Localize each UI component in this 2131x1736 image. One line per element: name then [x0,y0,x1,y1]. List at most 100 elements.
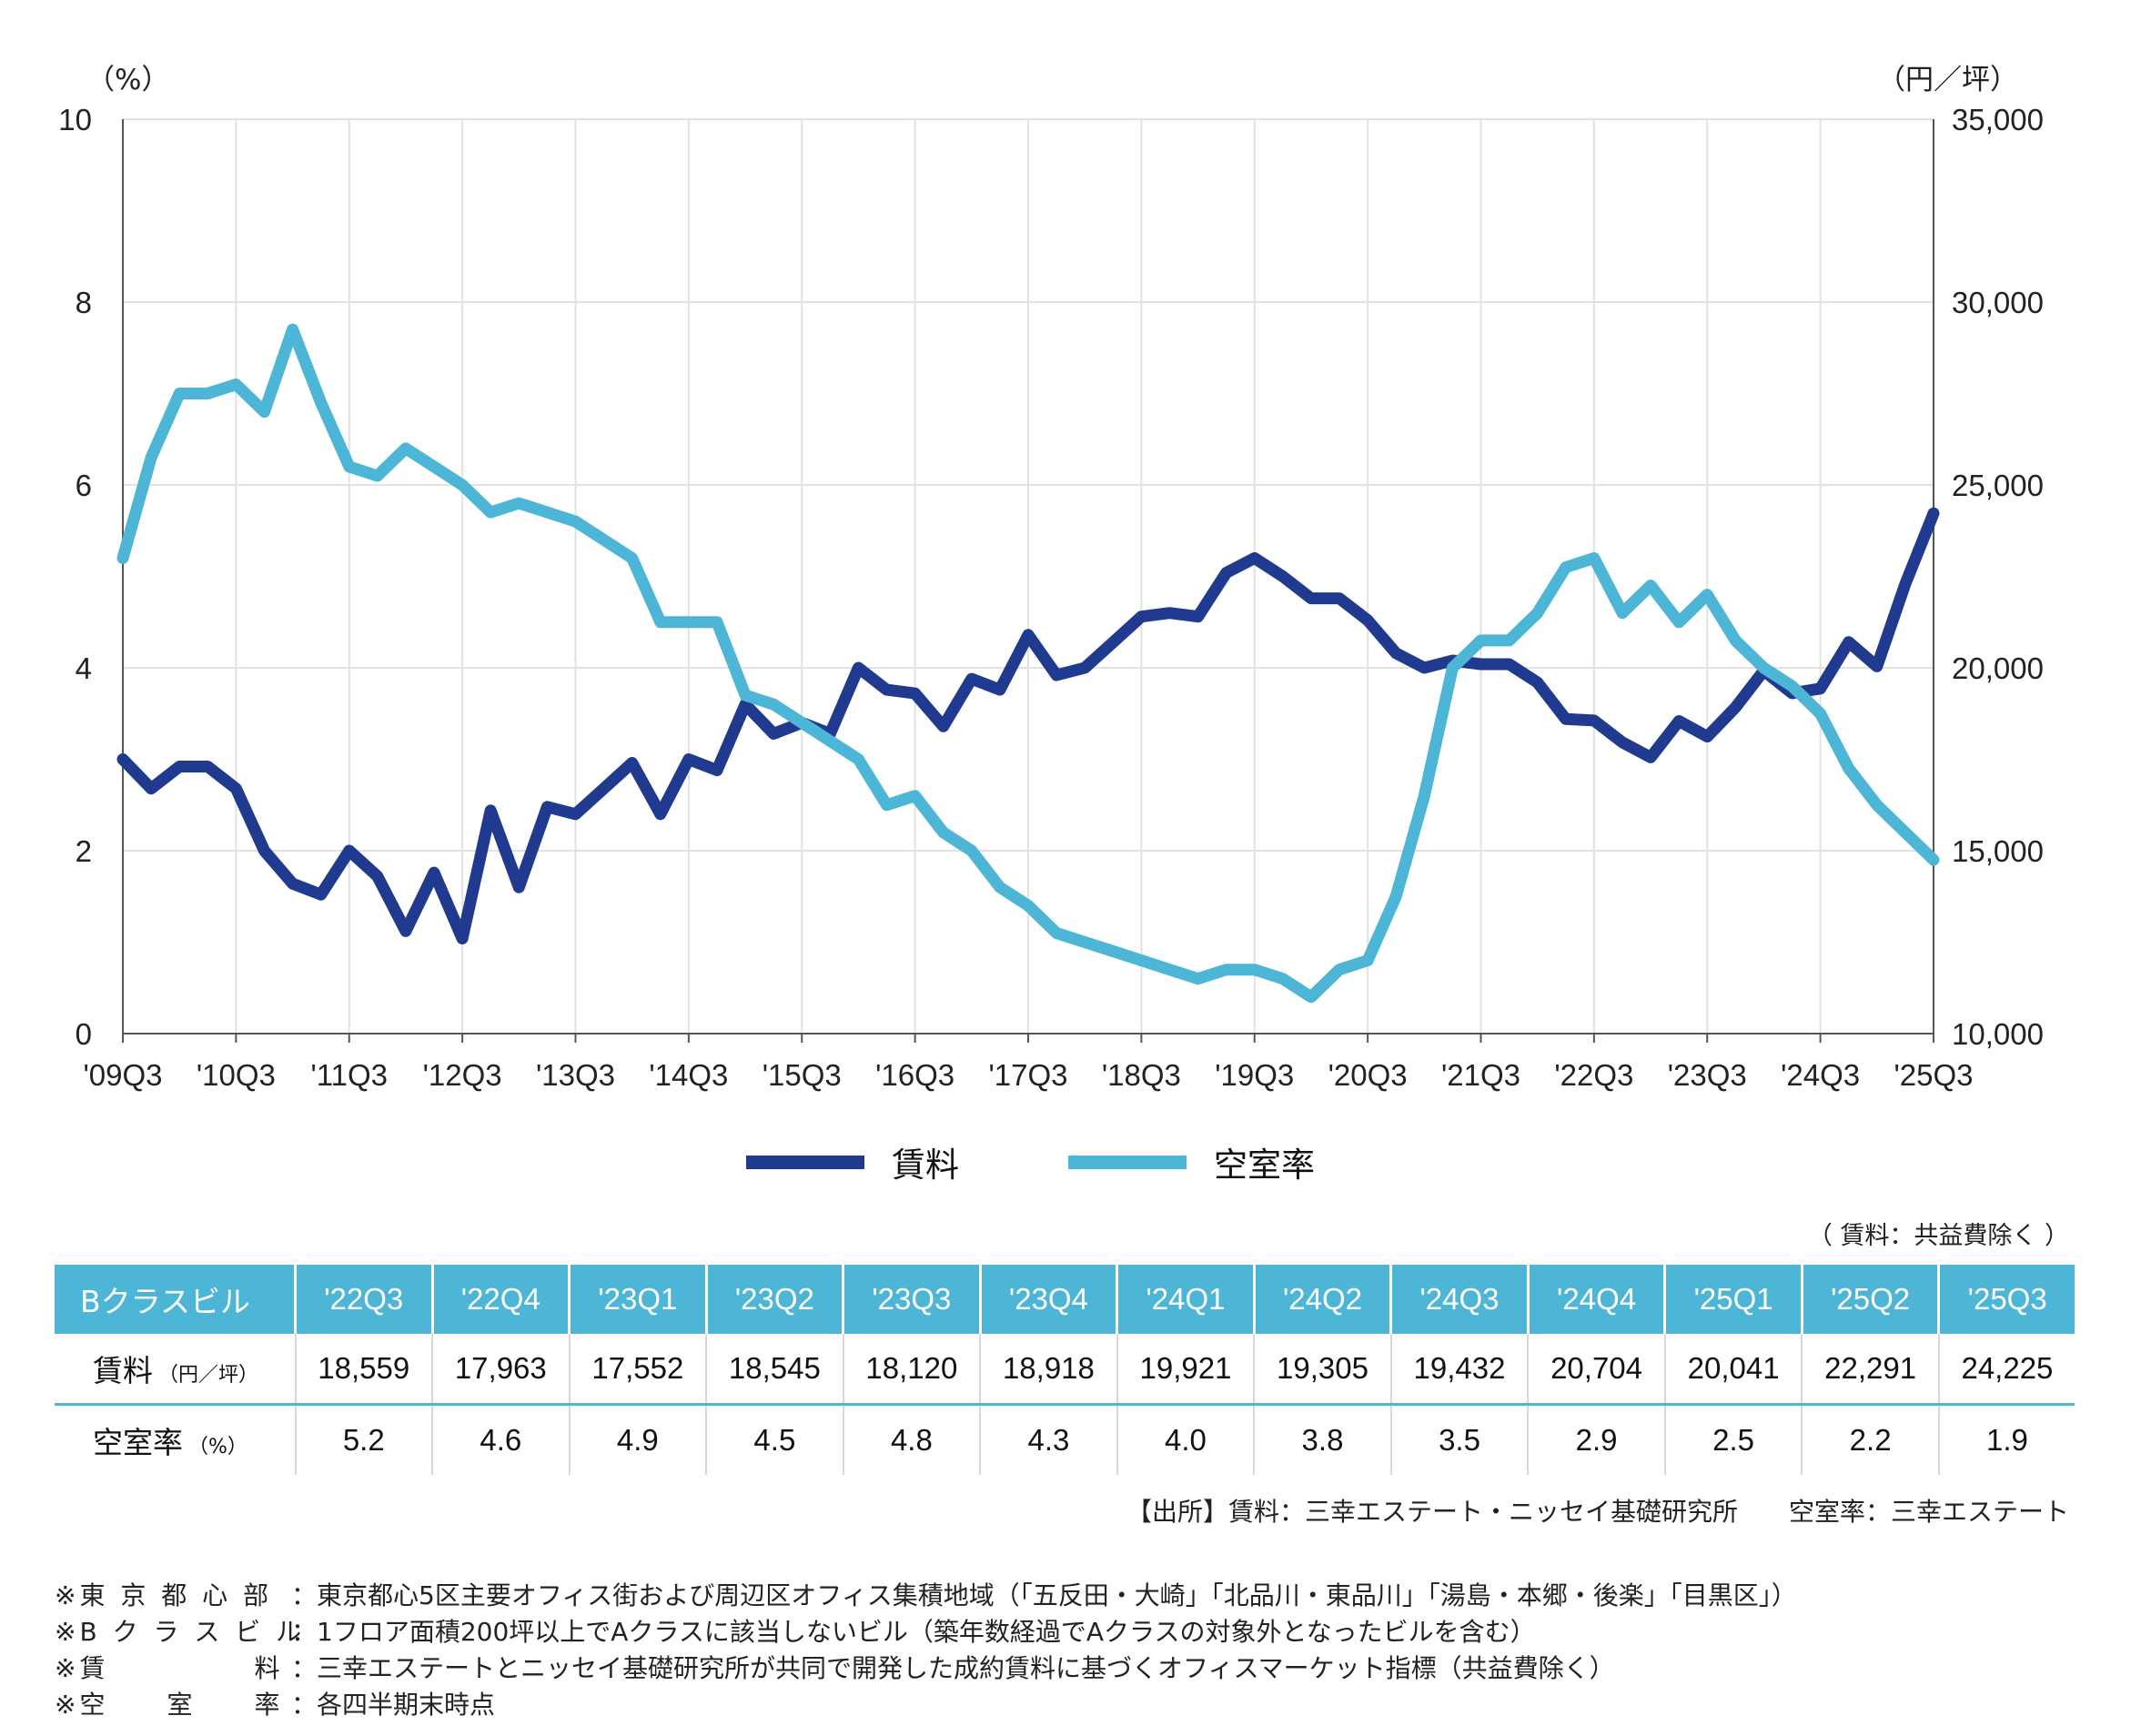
data-point-rent [574,812,577,815]
row-label-rent-text: 賃料 [93,1353,153,1388]
footnote-text: ：各四半期末時点 [291,1690,496,1720]
x-tick-label: '14Q3 [649,1058,728,1092]
x-tick-label: '24Q3 [1781,1058,1860,1092]
data-point-vacancy [857,758,860,761]
data-point-vacancy [970,850,973,852]
data-point-rent [1253,557,1256,560]
data-point-rent [1650,756,1652,759]
footnote-text: ：1フロア面積200坪以上でAクラスに該当しないビル（築年数経過でAクラスの対象… [291,1617,1536,1647]
data-point-vacancy [1734,639,1737,641]
table-column-header: '23Q1 [569,1265,708,1334]
data-point-rent [291,883,294,885]
data-point-vacancy [1762,667,1765,669]
data-point-rent [1197,615,1199,618]
data-point-rent [1395,651,1398,654]
data-point-vacancy [1197,977,1199,980]
x-tick-label: '20Q3 [1328,1058,1408,1092]
data-point-rent [1592,719,1595,722]
table-cell: 19,921 [1116,1334,1256,1406]
table-cell: 4.9 [569,1404,708,1475]
data-point-rent [1338,597,1340,600]
data-point-vacancy [1281,977,1284,980]
data-point-rent [1536,681,1539,684]
data-point-rent [1309,597,1312,600]
data-point-rent [1706,735,1709,738]
data-point-vacancy [1027,904,1029,907]
x-tick-label: '16Q3 [875,1058,954,1092]
footnote: ※東 京 都 心 部 ：東京都心5区主要オフィス街および周辺区オフィス集積地域（「… [55,1578,1797,1614]
right-axis-unit: （円／坪） [1877,64,2018,96]
table-column-header: '24Q4 [1528,1265,1667,1334]
data-point-vacancy [885,803,888,806]
data-point-rent [1225,571,1227,574]
data-point-rent [122,758,124,761]
legend-label-vacancy: 空室率 [1214,1146,1315,1185]
data-point-vacancy [150,456,153,459]
data-point-vacancy [1621,611,1623,614]
data-point-vacancy [376,475,379,477]
data-point-vacancy [1819,712,1822,715]
table-column-header: '24Q3 [1390,1265,1530,1334]
x-tick-label: '15Q3 [763,1058,842,1092]
data-point-rent [207,765,209,768]
data-point-rent [348,850,350,852]
source-note: 【出所】賃料：三幸エステート・ニッセイ基礎研究所 空室率：三幸エステート [1126,1497,2069,1527]
data-point-rent [998,689,1001,691]
table-cell: 4.5 [706,1404,844,1475]
data-point-vacancy [1168,968,1171,971]
legend-swatch-rent [746,1155,864,1169]
row-label-vacancy-text: 空室率 [93,1425,183,1460]
data-point-rent [461,937,464,940]
legend-item-rent: 賃料 [746,1137,959,1186]
data-point-vacancy [1480,639,1482,641]
data-point-vacancy [1084,941,1086,944]
data-point-vacancy [518,502,520,505]
data-point-vacancy [348,465,350,468]
table-cell: 3.5 [1390,1404,1530,1475]
table-cell: 19,305 [1254,1334,1392,1406]
data-point-vacancy [1508,639,1510,641]
footnote-label: ※B ク ラ ス ビ ル [55,1617,306,1647]
table-note: （ 賃料：共益費除く ） [1807,1222,2069,1250]
data-point-vacancy [1112,950,1115,953]
footnote-label: ※東 京 都 心 部 [55,1580,273,1610]
data-point-vacancy [1536,611,1539,614]
data-point-rent [687,758,690,761]
footnote-text: ：東京都心5区主要オフィス街および周辺区オフィス集積地域（「五反田・大崎」「北品… [291,1580,1797,1610]
data-point-rent [659,812,662,815]
data-point-vacancy [1423,794,1426,797]
data-point-rent [1140,615,1143,618]
data-point-vacancy [1338,968,1340,971]
left-axis-unit: （%） [86,64,169,96]
x-tick-label: '22Q3 [1554,1058,1633,1092]
table-cell: 18,918 [980,1334,1118,1406]
data-point-rent [1904,582,1906,585]
data-point-rent [1367,619,1369,621]
data-point-rent [744,703,747,706]
data-point-vacancy [1564,566,1567,569]
table-cell: 17,963 [432,1334,571,1406]
table-cell: 5.2 [295,1404,434,1475]
table-cell: 19,432 [1390,1334,1530,1406]
series-lines [116,323,1940,1004]
data-point-vacancy [659,621,662,623]
data-point-vacancy [687,621,690,623]
table-cell: 17,552 [569,1334,708,1406]
table-header-row: Bクラスビル '22Q3'22Q4'23Q1'23Q2'23Q3'23Q4'24… [55,1265,2075,1334]
table-cell: 4.0 [1116,1404,1256,1475]
data-point-rent [490,809,492,812]
data-point-vacancy [1451,667,1454,669]
data-point-rent [376,875,379,878]
data-point-rent [263,850,266,852]
data-point-vacancy [1847,767,1850,770]
data-point-vacancy [1592,557,1595,560]
data-point-rent [1678,720,1681,722]
data-point-vacancy [914,794,916,797]
data-point-vacancy [801,722,803,724]
table-row-rent: 賃料 （円／坪） 18,559 17,963 17,552 18,545 18,120 18… [55,1334,2075,1406]
data-point-vacancy [1055,932,1058,934]
data-point-vacancy [1395,895,1398,898]
right-tick-label: 15,000 [1952,834,2044,868]
data-point-rent [546,805,549,808]
legend-label-rent: 賃料 [892,1146,959,1185]
